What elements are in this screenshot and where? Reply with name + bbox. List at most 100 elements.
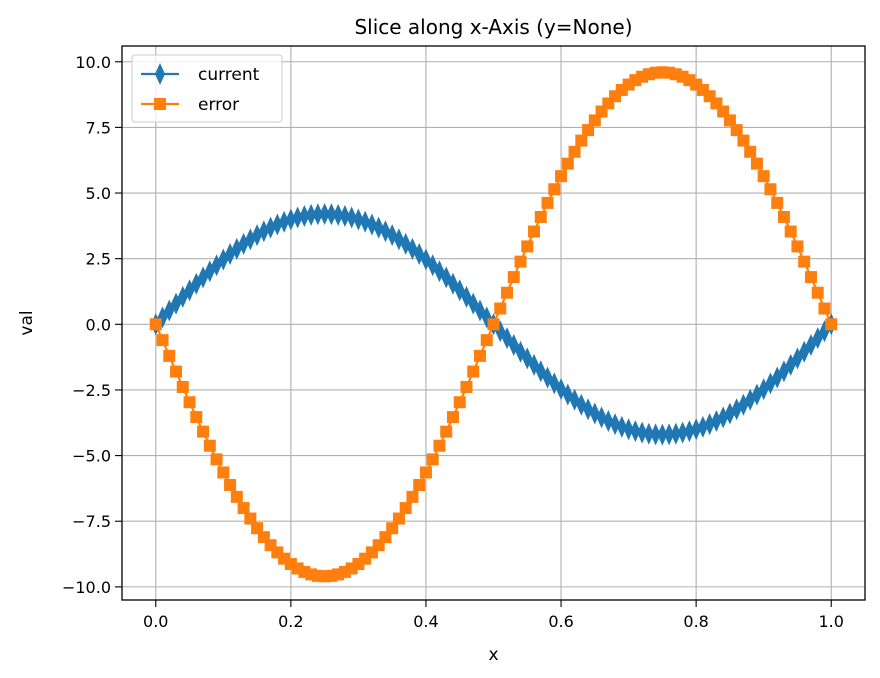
x-tick-label: 0.0 [143, 612, 168, 631]
data-point-current [319, 203, 330, 226]
data-point-current [292, 206, 303, 229]
data-point-current [603, 409, 614, 432]
data-point-error [811, 286, 824, 299]
data-point-error [460, 381, 473, 393]
y-tick-label: 5.0 [86, 184, 111, 203]
data-point-current [711, 409, 722, 432]
data-point-error [744, 145, 757, 158]
data-point-error [237, 502, 250, 515]
legend-error-marker [154, 98, 166, 110]
data-point-error [480, 334, 493, 347]
data-point-error [210, 453, 223, 466]
data-point-current [630, 420, 641, 443]
data-point-current [279, 210, 290, 233]
data-point-current [265, 216, 276, 239]
legend-current-label: current [198, 65, 260, 85]
data-point-current [373, 216, 384, 239]
data-point-error [446, 411, 459, 424]
data-point-error [541, 196, 554, 209]
data-point-current [306, 203, 317, 226]
data-point-error [555, 170, 568, 183]
legend-box [131, 54, 283, 123]
data-point-error [730, 124, 743, 137]
data-point-error [440, 425, 453, 438]
data-point-error [230, 490, 243, 503]
data-point-error [467, 365, 480, 378]
data-point-current [333, 203, 344, 226]
data-point-error [757, 170, 770, 183]
data-point-error [156, 334, 169, 347]
data-point-current [339, 204, 350, 227]
data-point-error [399, 502, 412, 515]
data-point-current [610, 413, 621, 436]
data-point-current [326, 203, 337, 226]
data-point-current [650, 423, 661, 446]
x-axis-label: x [488, 645, 498, 665]
data-point-error [170, 365, 183, 378]
data-point-error [771, 196, 784, 209]
y-axis-label: val [17, 310, 37, 335]
x-tick-label: 0.8 [683, 612, 708, 631]
data-point-error [737, 134, 750, 147]
data-point-current [643, 422, 654, 445]
data-point-current [657, 423, 668, 446]
data-point-error [777, 210, 790, 223]
x-ticks: 0.0 0.2 0.4 0.6 0.8 1.0 [143, 600, 844, 631]
data-point-error [582, 124, 595, 137]
y-ticks: −10.0 −7.5 −5.0 −2.5 0.0 2.5 5.0 7.5 10.0 [62, 53, 122, 597]
y-tick-label: −2.5 [72, 381, 111, 400]
data-point-error [791, 240, 804, 253]
data-point-current [596, 406, 607, 429]
data-point-error [190, 411, 203, 424]
data-point-error [244, 512, 257, 525]
data-point-current [353, 208, 364, 231]
y-tick-label: −5.0 [72, 447, 111, 466]
data-point-current [360, 210, 371, 233]
x-tick-label: 1.0 [819, 612, 844, 631]
x-tick-label: 0.2 [278, 612, 303, 631]
data-point-error [176, 381, 189, 393]
data-point-error [818, 302, 831, 315]
legend-error-label: error [198, 95, 239, 115]
data-point-error [561, 157, 574, 170]
data-point-error [433, 439, 446, 452]
data-point-current [258, 220, 269, 243]
data-point-error [197, 425, 210, 438]
data-point-current [616, 415, 627, 438]
legend: current error [131, 54, 283, 123]
data-point-error [224, 478, 237, 491]
data-point-error [217, 466, 230, 479]
data-point-current [691, 418, 702, 441]
data-point-error [426, 453, 439, 466]
data-point-current [623, 418, 634, 441]
data-point-error [514, 255, 527, 268]
data-point-error [528, 225, 541, 238]
data-point-error [386, 522, 399, 535]
data-point-current [697, 415, 708, 438]
y-tick-label: 7.5 [86, 118, 111, 137]
data-point-current [637, 421, 648, 444]
data-point-current [346, 206, 357, 229]
data-point-error [487, 318, 500, 331]
data-point-error [534, 210, 547, 223]
data-point-current [704, 413, 715, 436]
data-point-current [366, 213, 377, 236]
y-tick-label: 2.5 [86, 250, 111, 269]
data-point-current [272, 213, 283, 236]
data-point-error [413, 478, 426, 491]
data-point-error [784, 225, 797, 238]
x-tick-label: 0.6 [548, 612, 573, 631]
data-point-current [312, 203, 323, 226]
data-point-error [723, 114, 736, 127]
data-point-error [392, 512, 405, 525]
data-point-current [684, 420, 695, 443]
plot-frame [121, 45, 866, 601]
y-tick-label: −10.0 [62, 578, 111, 597]
data-point-error [507, 271, 520, 284]
data-point-error [521, 240, 534, 253]
data-point-error [203, 439, 216, 452]
data-point-error [568, 145, 581, 158]
data-point-error [501, 286, 514, 299]
data-point-error [149, 318, 162, 331]
